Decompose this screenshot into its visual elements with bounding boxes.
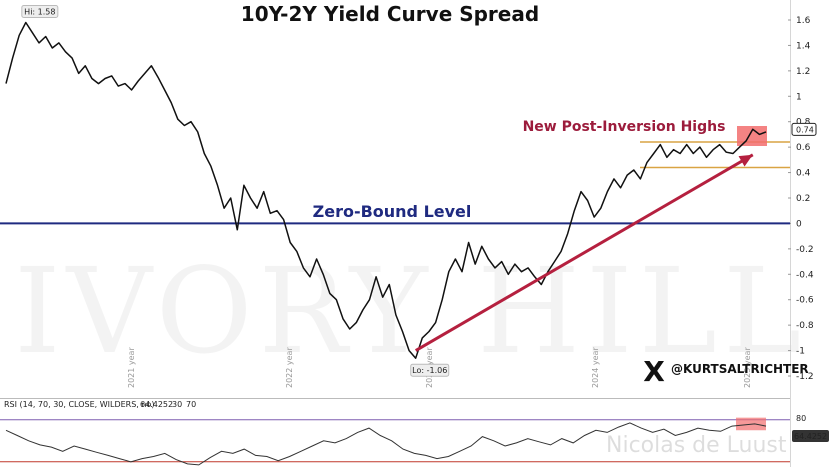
lo-badge: [410, 363, 450, 377]
y-tick-label: 1.2: [796, 67, 810, 77]
year-label: 2021 year: [127, 347, 136, 388]
trend-arrow-head: [738, 154, 753, 167]
hi-badge: [21, 5, 59, 19]
spread-series: [5, 21, 767, 359]
rsi-upper-level: 70: [186, 400, 196, 409]
y-tick-label: -1: [796, 347, 805, 357]
year-label: 2022 year: [285, 347, 294, 388]
rsi-panel: RSI (14, 70, 30, CLOSE, WILDERS, no) 64.…: [0, 400, 829, 466]
rsi-line: [5, 422, 767, 466]
new-highs-label: New Post-Inversion Highs: [523, 119, 726, 135]
lo-label: Lo: -1.06: [412, 366, 447, 375]
x-logo-icon: X: [643, 355, 665, 388]
current-value-badge: [791, 122, 817, 136]
chart-title: 10Y-2Y Yield Curve Spread: [241, 2, 539, 26]
spread-line: [5, 21, 767, 359]
rsi-series: [5, 422, 767, 466]
year-label: 2024 year: [591, 347, 600, 388]
trend-arrow: [414, 153, 754, 352]
new-high-highlight: [737, 126, 767, 146]
year-label: 2025 year: [743, 347, 752, 388]
y-tick-label: 1: [796, 92, 802, 102]
trend-arrow-line: [414, 153, 754, 352]
y-tick-label: 0.8: [796, 118, 811, 128]
y-tick-label: 0.2: [796, 194, 810, 204]
current-value-label: 0.74: [796, 125, 814, 134]
y-tick-label: -0.4: [796, 270, 814, 280]
y-tick-label: -1.2: [796, 372, 814, 382]
highs-band: [640, 126, 790, 169]
rsi-current-text: 64.4252: [794, 432, 827, 441]
x-logo-bg: [641, 354, 668, 383]
y-tick-label: 0: [796, 219, 802, 229]
y-tick-label: 1.4: [796, 41, 811, 51]
zero-bound-label: Zero-Bound Level: [313, 202, 472, 221]
rsi-value: 64.4252: [140, 400, 173, 409]
rsi-label: RSI (14, 70, 30, CLOSE, WILDERS, no): [4, 400, 154, 409]
rsi-lower-level: 30: [172, 400, 182, 409]
rsi-tick-80: 80: [796, 414, 806, 423]
y-tick-label: 0.4: [796, 169, 811, 179]
watermark-brand: IVORY HILL: [14, 242, 807, 380]
hi-label: Hi: 1.58: [24, 8, 55, 17]
y-tick-label: -0.8: [796, 321, 814, 331]
y-tick-label: 1.6: [796, 16, 811, 26]
watermark: IVORY HILL: [14, 242, 807, 380]
rsi-current-badge: [792, 430, 829, 442]
y-axis-ticks: 1.6 1.4 1.2 1 0.8 0.6 0.4 0.2 0 -0.2 -0.4 -0.6 -0.8 -…: [788, 16, 814, 382]
watermark-credit: Nicolas de Luust: [606, 433, 787, 458]
y-tick-label: 0.6: [796, 143, 811, 153]
extreme-markers: Hi: 1.58 Lo: -1.06 0.74: [21, 5, 817, 377]
y-tick-label: -0.6: [796, 296, 814, 306]
social-handle: X @KURTSALTRICHTER: [641, 354, 809, 388]
y-tick-label: -0.2: [796, 245, 814, 255]
social-handle-text: @KURTSALTRICHTER: [671, 362, 809, 376]
